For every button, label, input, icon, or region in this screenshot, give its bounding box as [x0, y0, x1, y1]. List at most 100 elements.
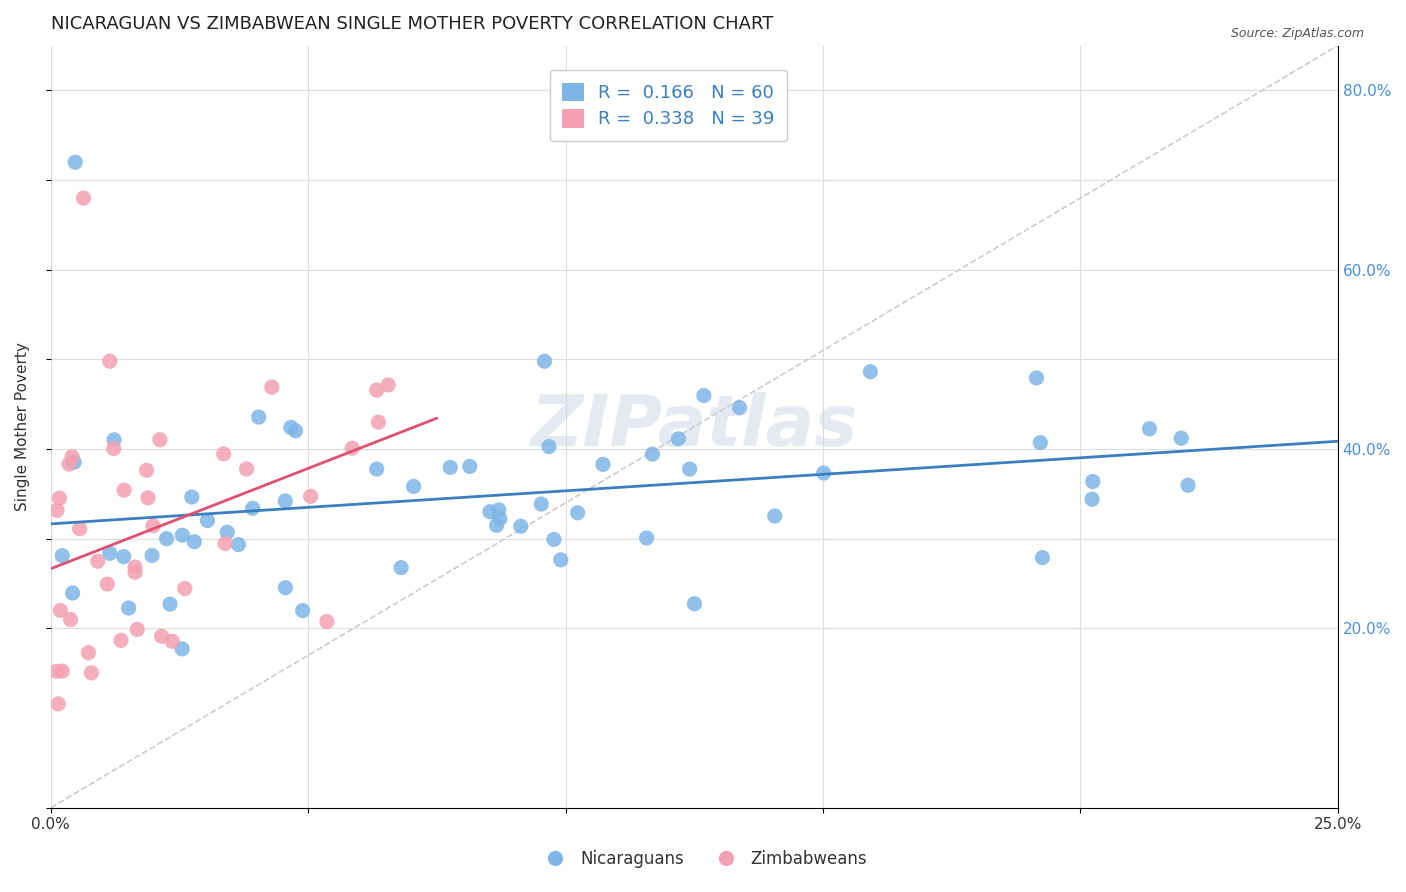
- Point: [127, 623, 149, 637]
- Point: [159, 597, 181, 611]
- Point: [150, 629, 173, 643]
- Point: [366, 462, 388, 476]
- Point: [80, 665, 103, 680]
- Point: [679, 462, 702, 476]
- Point: [141, 549, 163, 563]
- Point: [1025, 371, 1047, 385]
- Point: [235, 462, 257, 476]
- Point: [59, 613, 82, 627]
- Point: [342, 441, 364, 455]
- Point: [96, 577, 118, 591]
- Point: [98, 546, 121, 560]
- Point: [389, 560, 412, 574]
- Point: [136, 491, 159, 505]
- Point: [478, 505, 501, 519]
- Point: [197, 514, 219, 528]
- Point: [1031, 550, 1053, 565]
- Point: [1029, 435, 1052, 450]
- Point: [48, 491, 70, 506]
- Point: [46, 503, 69, 517]
- Point: [284, 424, 307, 438]
- Point: [291, 604, 314, 618]
- Point: [72, 191, 94, 205]
- Point: [693, 388, 716, 402]
- Point: [180, 490, 202, 504]
- Point: [439, 460, 461, 475]
- Point: [636, 531, 658, 545]
- Point: [49, 603, 72, 617]
- Point: [87, 554, 110, 568]
- Point: [299, 489, 322, 503]
- Point: [1081, 475, 1104, 489]
- Point: [103, 433, 125, 447]
- Text: Source: ZipAtlas.com: Source: ZipAtlas.com: [1230, 27, 1364, 40]
- Point: [46, 697, 69, 711]
- Point: [124, 560, 146, 574]
- Point: [366, 383, 388, 397]
- Point: [170, 641, 193, 656]
- Point: [530, 497, 553, 511]
- Y-axis label: Single Mother Poverty: Single Mother Poverty: [15, 343, 30, 511]
- Point: [58, 457, 80, 471]
- Point: [247, 410, 270, 425]
- Point: [98, 354, 121, 368]
- Point: [63, 455, 86, 469]
- Point: [668, 432, 690, 446]
- Point: [543, 533, 565, 547]
- Point: [488, 503, 510, 517]
- Point: [1139, 422, 1161, 436]
- Point: [142, 518, 165, 533]
- Point: [315, 615, 337, 629]
- Point: [537, 440, 560, 454]
- Point: [45, 665, 67, 679]
- Text: ZIPatlas: ZIPatlas: [530, 392, 858, 461]
- Point: [149, 433, 172, 447]
- Point: [62, 586, 84, 600]
- Point: [242, 501, 264, 516]
- Point: [458, 459, 481, 474]
- Point: [155, 532, 177, 546]
- Point: [173, 582, 195, 596]
- Point: [728, 401, 751, 415]
- Point: [1177, 478, 1199, 492]
- Point: [402, 479, 425, 493]
- Point: [509, 519, 531, 533]
- Point: [260, 380, 283, 394]
- Point: [280, 420, 302, 434]
- Point: [567, 506, 589, 520]
- Point: [274, 494, 297, 508]
- Point: [813, 466, 835, 480]
- Point: [65, 155, 87, 169]
- Point: [112, 549, 135, 564]
- Point: [485, 518, 508, 533]
- Point: [124, 566, 146, 580]
- Point: [60, 450, 83, 464]
- Point: [69, 522, 91, 536]
- Point: [103, 442, 125, 456]
- Point: [274, 581, 297, 595]
- Point: [228, 538, 250, 552]
- Point: [172, 528, 194, 542]
- Point: [641, 447, 664, 461]
- Point: [1081, 492, 1104, 507]
- Point: [77, 646, 100, 660]
- Legend: R =  0.166   N = 60, R =  0.338   N = 39: R = 0.166 N = 60, R = 0.338 N = 39: [550, 70, 787, 141]
- Point: [51, 664, 73, 678]
- Point: [533, 354, 555, 368]
- Text: NICARAGUAN VS ZIMBABWEAN SINGLE MOTHER POVERTY CORRELATION CHART: NICARAGUAN VS ZIMBABWEAN SINGLE MOTHER P…: [51, 15, 773, 33]
- Point: [377, 378, 399, 392]
- Point: [110, 633, 132, 648]
- Point: [550, 553, 572, 567]
- Point: [183, 534, 205, 549]
- Legend: Nicaraguans, Zimbabweans: Nicaraguans, Zimbabweans: [531, 844, 875, 875]
- Point: [859, 365, 882, 379]
- Point: [217, 525, 239, 540]
- Point: [683, 597, 706, 611]
- Point: [592, 458, 614, 472]
- Point: [214, 536, 236, 550]
- Point: [763, 509, 786, 524]
- Point: [135, 463, 157, 477]
- Point: [489, 511, 512, 525]
- Point: [212, 447, 235, 461]
- Point: [1170, 431, 1192, 445]
